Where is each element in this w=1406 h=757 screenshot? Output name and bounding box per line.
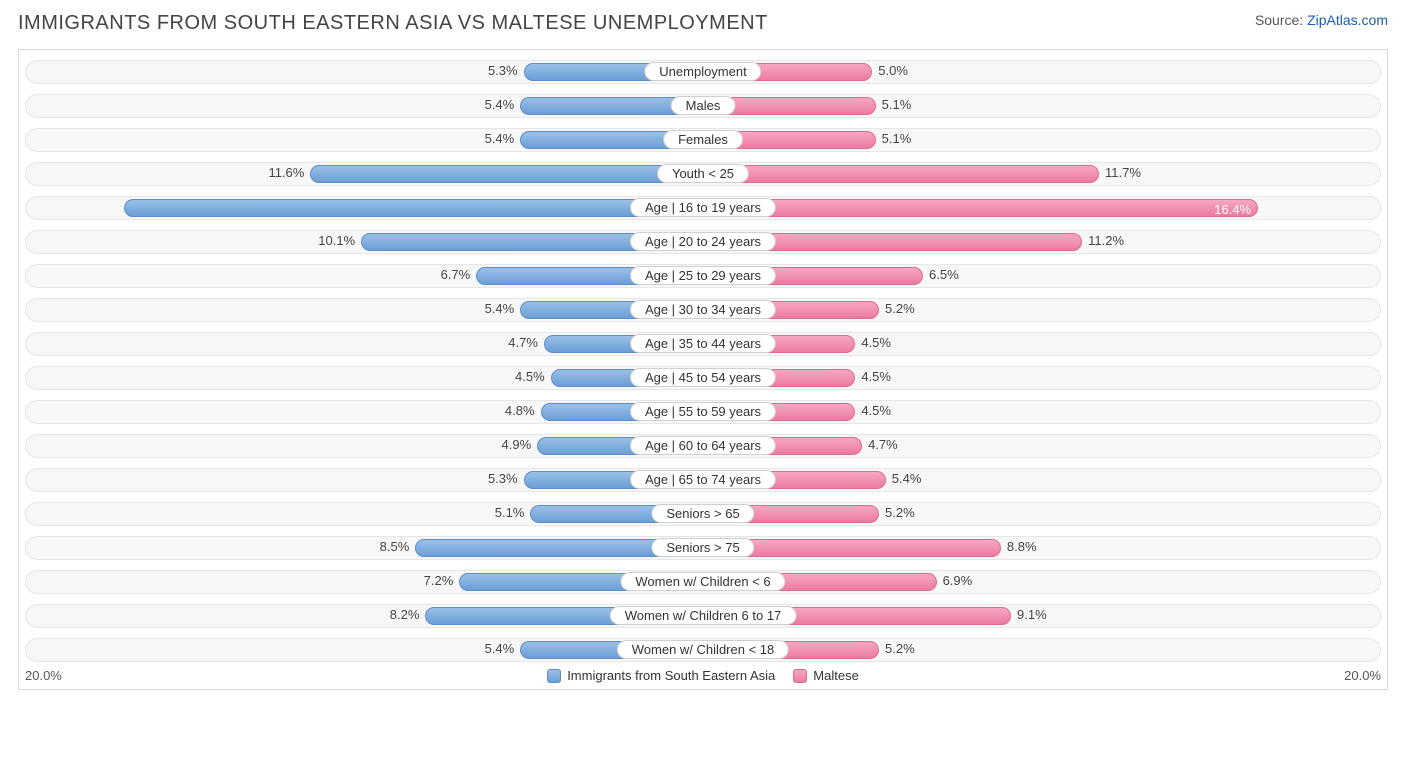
value-label-left: 6.7% xyxy=(441,267,471,282)
value-label-left: 4.8% xyxy=(505,403,535,418)
chart-row: 8.2% 9.1% Women w/ Children 6 to 17 xyxy=(25,604,1381,628)
category-label: Age | 55 to 59 years xyxy=(630,402,776,421)
value-label-right: 4.5% xyxy=(861,403,891,418)
category-label: Age | 35 to 44 years xyxy=(630,334,776,353)
legend-label-left: Immigrants from South Eastern Asia xyxy=(567,668,775,683)
source-link[interactable]: ZipAtlas.com xyxy=(1307,12,1388,28)
chart-row: 5.4% 5.1% Females xyxy=(25,128,1381,152)
value-label-left: 8.2% xyxy=(390,607,420,622)
value-label-right: 11.2% xyxy=(1088,233,1124,248)
value-label-left: 4.7% xyxy=(508,335,538,350)
diverging-bar-chart: 5.3% 5.0% Unemployment 5.4% 5.1% Males 5.4% 5.1… xyxy=(18,49,1388,690)
chart-footer: 20.0% Immigrants from South Eastern Asia… xyxy=(25,668,1381,683)
axis-label-right: 20.0% xyxy=(1344,668,1381,683)
value-label-left: 5.4% xyxy=(485,641,515,656)
bar-right: 16.4% xyxy=(703,199,1258,217)
legend-item-left: Immigrants from South Eastern Asia xyxy=(547,668,775,683)
category-label: Seniors > 65 xyxy=(651,504,754,523)
category-label: Age | 45 to 54 years xyxy=(630,368,776,387)
value-label-left: 4.9% xyxy=(502,437,532,452)
value-label-left: 5.4% xyxy=(485,301,515,316)
bar-right xyxy=(703,165,1099,183)
value-label-left: 5.4% xyxy=(485,131,515,146)
value-label-right: 5.1% xyxy=(882,97,912,112)
value-label-right: 6.5% xyxy=(929,267,959,282)
value-label-left: 5.1% xyxy=(495,505,525,520)
value-label-left: 10.1% xyxy=(318,233,355,248)
value-label-left: 5.3% xyxy=(488,471,518,486)
value-label-right: 9.1% xyxy=(1017,607,1047,622)
value-label-right: 4.5% xyxy=(861,335,891,350)
category-label: Seniors > 75 xyxy=(651,538,754,557)
legend-swatch-right xyxy=(793,669,807,683)
value-label-right: 5.2% xyxy=(885,641,915,656)
chart-row: 6.7% 6.5% Age | 25 to 29 years xyxy=(25,264,1381,288)
legend-swatch-left xyxy=(547,669,561,683)
chart-row: 10.1% 11.2% Age | 20 to 24 years xyxy=(25,230,1381,254)
legend-item-right: Maltese xyxy=(793,668,859,683)
category-label: Youth < 25 xyxy=(657,164,749,183)
category-label: Age | 65 to 74 years xyxy=(630,470,776,489)
category-label: Females xyxy=(663,130,743,149)
axis-label-left: 20.0% xyxy=(25,668,62,683)
value-label-right: 5.1% xyxy=(882,131,912,146)
legend: Immigrants from South Eastern Asia Malte… xyxy=(547,668,859,683)
chart-rows: 5.3% 5.0% Unemployment 5.4% 5.1% Males 5.4% 5.1… xyxy=(25,60,1381,662)
chart-row: 5.4% 5.1% Males xyxy=(25,94,1381,118)
bar-left: 17.1% xyxy=(124,199,703,217)
chart-row: 4.5% 4.5% Age | 45 to 54 years xyxy=(25,366,1381,390)
category-label: Males xyxy=(671,96,736,115)
chart-row: 5.3% 5.4% Age | 65 to 74 years xyxy=(25,468,1381,492)
value-label-left: 5.4% xyxy=(485,97,515,112)
value-label-right: 5.0% xyxy=(878,63,908,78)
chart-row: 5.1% 5.2% Seniors > 65 xyxy=(25,502,1381,526)
category-label: Women w/ Children < 18 xyxy=(617,640,789,659)
value-label-right: 16.4% xyxy=(1214,202,1251,217)
chart-row: 8.5% 8.8% Seniors > 75 xyxy=(25,536,1381,560)
value-label-right: 4.5% xyxy=(861,369,891,384)
bar-left xyxy=(310,165,703,183)
value-label-left: 8.5% xyxy=(380,539,410,554)
chart-row: 5.3% 5.0% Unemployment xyxy=(25,60,1381,84)
category-label: Age | 30 to 34 years xyxy=(630,300,776,319)
value-label-right: 8.8% xyxy=(1007,539,1037,554)
value-label-left: 11.6% xyxy=(268,165,304,180)
chart-row: 5.4% 5.2% Age | 30 to 34 years xyxy=(25,298,1381,322)
value-label-left: 4.5% xyxy=(515,369,545,384)
category-label: Age | 20 to 24 years xyxy=(630,232,776,251)
value-label-right: 4.7% xyxy=(868,437,898,452)
chart-row: 4.9% 4.7% Age | 60 to 64 years xyxy=(25,434,1381,458)
value-label-left: 7.2% xyxy=(424,573,454,588)
chart-row: 17.1% 16.4% Age | 16 to 19 years xyxy=(25,196,1381,220)
category-label: Unemployment xyxy=(644,62,761,81)
chart-row: 4.7% 4.5% Age | 35 to 44 years xyxy=(25,332,1381,356)
value-label-right: 5.2% xyxy=(885,301,915,316)
category-label: Age | 25 to 29 years xyxy=(630,266,776,285)
value-label-left: 5.3% xyxy=(488,63,518,78)
category-label: Age | 60 to 64 years xyxy=(630,436,776,455)
header: IMMIGRANTS FROM SOUTH EASTERN ASIA VS MA… xyxy=(18,12,1388,35)
legend-label-right: Maltese xyxy=(813,668,859,683)
chart-row: 4.8% 4.5% Age | 55 to 59 years xyxy=(25,400,1381,424)
value-label-right: 5.2% xyxy=(885,505,915,520)
chart-title: IMMIGRANTS FROM SOUTH EASTERN ASIA VS MA… xyxy=(18,12,768,35)
chart-row: 5.4% 5.2% Women w/ Children < 18 xyxy=(25,638,1381,662)
category-label: Women w/ Children < 6 xyxy=(620,572,785,591)
value-label-right: 11.7% xyxy=(1105,165,1141,180)
category-label: Women w/ Children 6 to 17 xyxy=(610,606,797,625)
source-attribution: Source: ZipAtlas.com xyxy=(1255,12,1388,28)
chart-row: 11.6% 11.7% Youth < 25 xyxy=(25,162,1381,186)
chart-row: 7.2% 6.9% Women w/ Children < 6 xyxy=(25,570,1381,594)
category-label: Age | 16 to 19 years xyxy=(630,198,776,217)
value-label-right: 5.4% xyxy=(892,471,922,486)
value-label-right: 6.9% xyxy=(943,573,973,588)
source-prefix: Source: xyxy=(1255,12,1307,28)
